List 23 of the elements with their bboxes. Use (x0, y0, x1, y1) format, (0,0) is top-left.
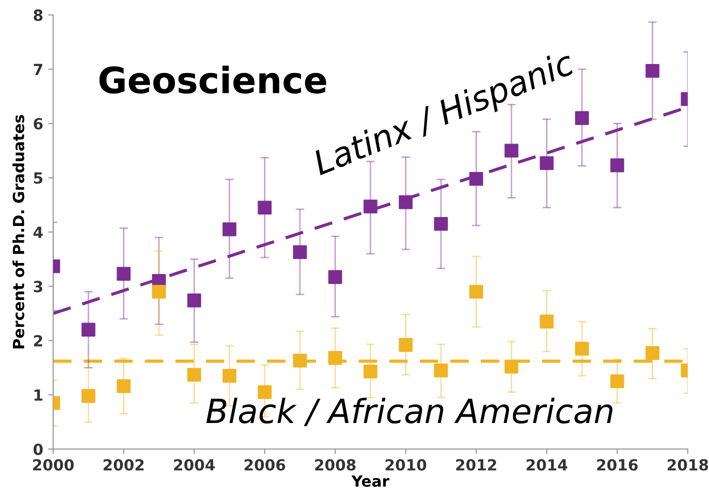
x-tick-label: 2018 (668, 459, 708, 471)
x-tick-label: 2010 (386, 459, 426, 471)
y-tick-label: 0 (34, 444, 43, 456)
x-axis-title: Year (351, 475, 390, 487)
y-tick-label: 1 (34, 390, 42, 401)
x-tick-label: 2004 (174, 459, 215, 471)
y-tick-label: 3 (34, 280, 42, 292)
x-tick-label: 2008 (315, 459, 356, 471)
x-tick-label: 2006 (244, 459, 286, 471)
y-tick-label: 4 (34, 226, 43, 238)
annotation: Geoscience (99, 66, 326, 94)
x-tick-label: 2002 (104, 459, 144, 471)
annotation: Black / African American (206, 398, 612, 426)
x-tick-label: 2016 (597, 459, 638, 471)
y-axis-title: Percent of Ph.D. Graduates (12, 115, 24, 348)
x-tick-label: 2000 (33, 459, 74, 471)
x-tick-label: 2012 (456, 459, 496, 471)
x-tick-label: 2014 (526, 459, 568, 471)
y-tick-label: 7 (34, 64, 42, 76)
y-tick-label: 8 (34, 9, 43, 21)
y-tick-label: 6 (34, 118, 43, 130)
y-tick-label: 5 (34, 172, 42, 184)
y-tick-label: 2 (34, 335, 42, 346)
